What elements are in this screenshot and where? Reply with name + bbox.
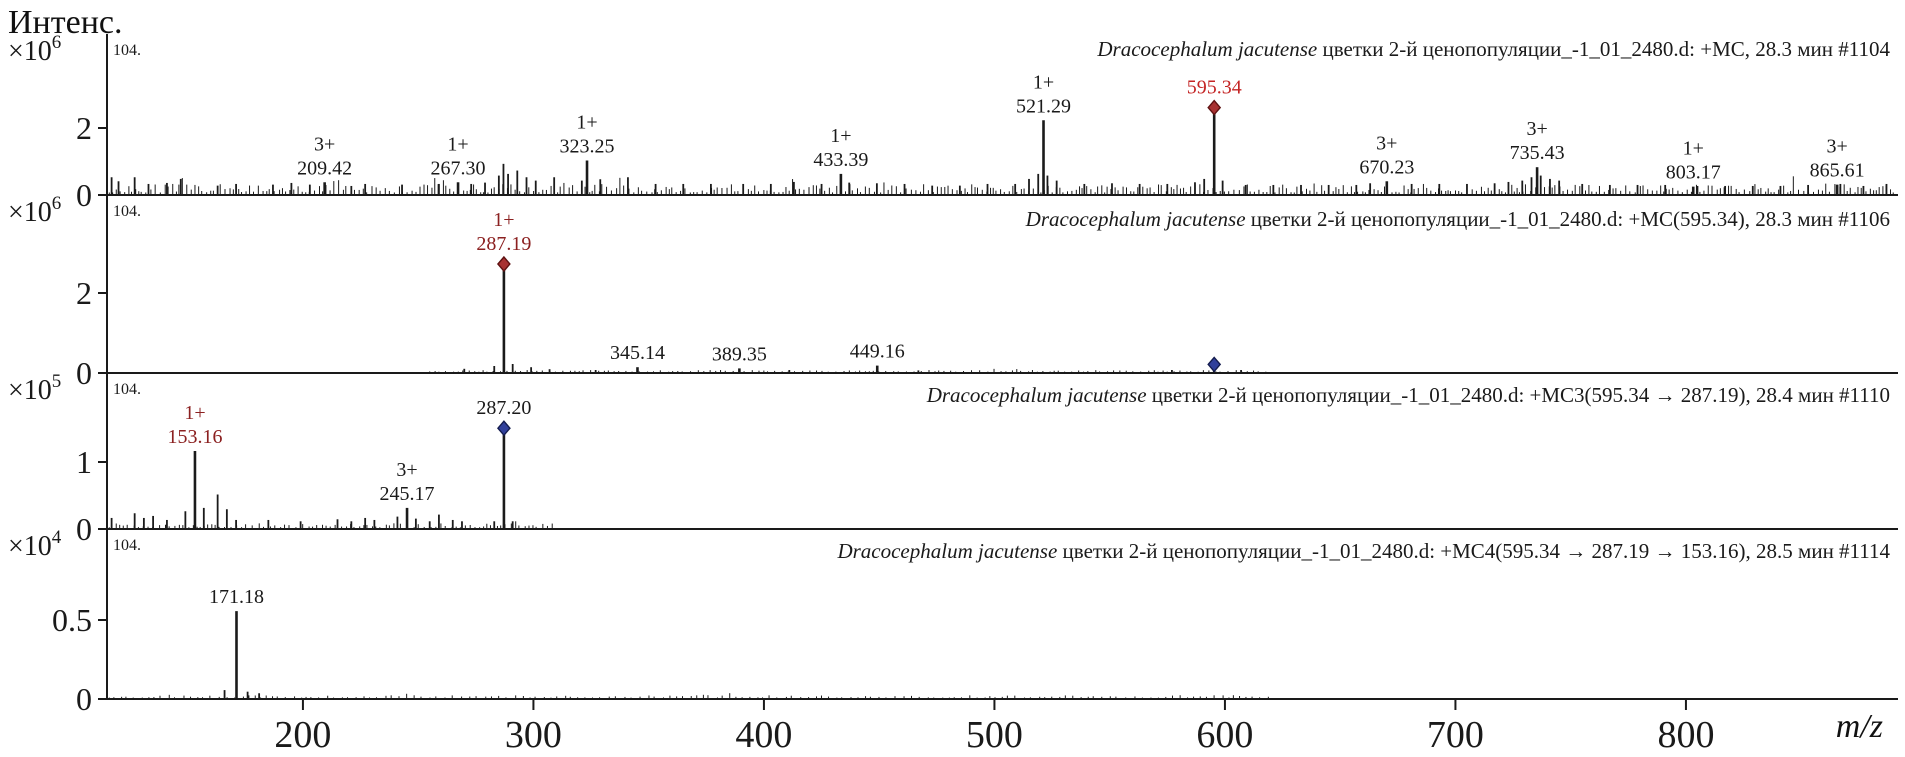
- panel-title: Dracocephalum jacutense цветки 2-й ценоп…: [1096, 37, 1890, 61]
- x-axis: 200 300 400 500 600 700 800: [274, 699, 1714, 756]
- noise-peaks: [108, 521, 553, 528]
- x-tick-label-800: 800: [1657, 714, 1714, 756]
- peak-mass-label: 287.19: [476, 233, 531, 255]
- peak-charge-label: 1+: [447, 133, 468, 155]
- peak-mass-label: 345.14: [610, 342, 665, 364]
- corner-label: 104.: [113, 537, 141, 554]
- panel-title: Dracocephalum jacutense цветки 2-й ценоп…: [926, 383, 1890, 407]
- minor-peaks: [110, 163, 1888, 194]
- corner-label: 104.: [113, 42, 141, 59]
- y-tick-label: 0: [76, 681, 92, 717]
- x-tick-label-500: 500: [966, 714, 1023, 756]
- peak-mass-label: 433.39: [813, 149, 868, 171]
- minor-peaks: [463, 364, 1242, 372]
- y-tick-label: 1: [76, 444, 92, 480]
- x-tick-label-300: 300: [505, 714, 562, 756]
- peak-mass-label: 389.35: [712, 343, 767, 365]
- peak-mass-label: 245.17: [380, 483, 435, 505]
- noise-peaks: [108, 176, 1894, 194]
- y-tick-label: 0: [76, 355, 92, 391]
- scale-label: ×106: [8, 193, 61, 228]
- peak-charge-label: 1+: [1683, 138, 1704, 160]
- x-axis-label: m/z: [1835, 708, 1883, 745]
- peak-charge-label: 1+: [1033, 71, 1054, 93]
- x-tick-label-400: 400: [735, 714, 792, 756]
- corner-label: 104.: [113, 203, 141, 220]
- peak-charge-label: 1+: [576, 112, 597, 134]
- scale-label: ×105: [8, 371, 61, 406]
- y-tick-label: 0: [76, 177, 92, 213]
- noise-peaks: [108, 693, 1269, 698]
- peak-mass-label: 803.17: [1666, 162, 1721, 184]
- peak-charge-label: 1+: [830, 125, 851, 147]
- y-tick-label: 0.5: [52, 602, 92, 638]
- peak-mass-label: 865.61: [1810, 160, 1865, 182]
- peak-charge-label: 3+: [1376, 132, 1397, 154]
- peak-mass-label: 521.29: [1016, 95, 1071, 117]
- y-axis-label: Интенс.: [8, 4, 123, 41]
- peak-mass-label: 171.18: [209, 586, 264, 608]
- red-diamond-marker: [496, 255, 511, 273]
- peak-charge-label: 1+: [493, 209, 514, 231]
- peak-mass-label: 735.43: [1510, 142, 1565, 164]
- red-diamond-marker: [1207, 99, 1222, 116]
- peak-mass-label: 209.42: [297, 157, 352, 179]
- blue-diamond-marker: [497, 420, 511, 437]
- peak-mass-label: 449.16: [850, 341, 905, 363]
- peak-mass-label: 287.20: [476, 397, 531, 419]
- spectrum-panel-1: 20×106 104. Dracocephalum jacutense цветки…: [8, 32, 1898, 213]
- blue-diamond-marker: [1207, 356, 1222, 373]
- peak-mass-label: 595.34: [1187, 77, 1242, 99]
- noise-peaks: [429, 368, 1267, 372]
- panel-title: Dracocephalum jacutense цветки 2-й ценоп…: [1025, 207, 1890, 231]
- y-tick-label: 2: [76, 275, 92, 311]
- x-tick-label-200: 200: [274, 714, 331, 756]
- spectrum-panel-4: 0.5 0 ×104 104. Dracocephalum jacutense цвет…: [8, 527, 1898, 717]
- scale-label: ×104: [8, 527, 62, 562]
- x-tick-label-700: 700: [1427, 714, 1484, 756]
- peak-mass-label: 153.16: [167, 426, 222, 448]
- peak-mass-label: 267.30: [431, 157, 486, 179]
- peak-charge-label: 1+: [184, 402, 205, 424]
- spectrum-panel-3: 1 0 ×105 104. Dracocephalum jacutense цветки…: [8, 371, 1898, 547]
- minor-peaks: [110, 494, 514, 528]
- corner-label: 104.: [113, 381, 141, 398]
- x-tick-label-600: 600: [1196, 714, 1253, 756]
- peak-charge-label: 3+: [1827, 136, 1848, 158]
- panel-title: Dracocephalum jacutense цветки 2-й ценоп…: [836, 539, 1890, 563]
- minor-peaks: [223, 690, 261, 698]
- peak-mass-label: 323.25: [560, 136, 615, 158]
- peak-mass-label: 670.23: [1359, 156, 1414, 178]
- peak-charge-label: 3+: [1526, 118, 1547, 140]
- peak-charge-label: 3+: [396, 459, 417, 481]
- peak-charge-label: 3+: [314, 133, 335, 155]
- spectrum-panel-2: 2 0 ×106 104. Dracocephalum jacutense цветки…: [8, 193, 1898, 391]
- y-tick-label: 2: [76, 110, 92, 146]
- y-tick-label: 0: [76, 511, 92, 547]
